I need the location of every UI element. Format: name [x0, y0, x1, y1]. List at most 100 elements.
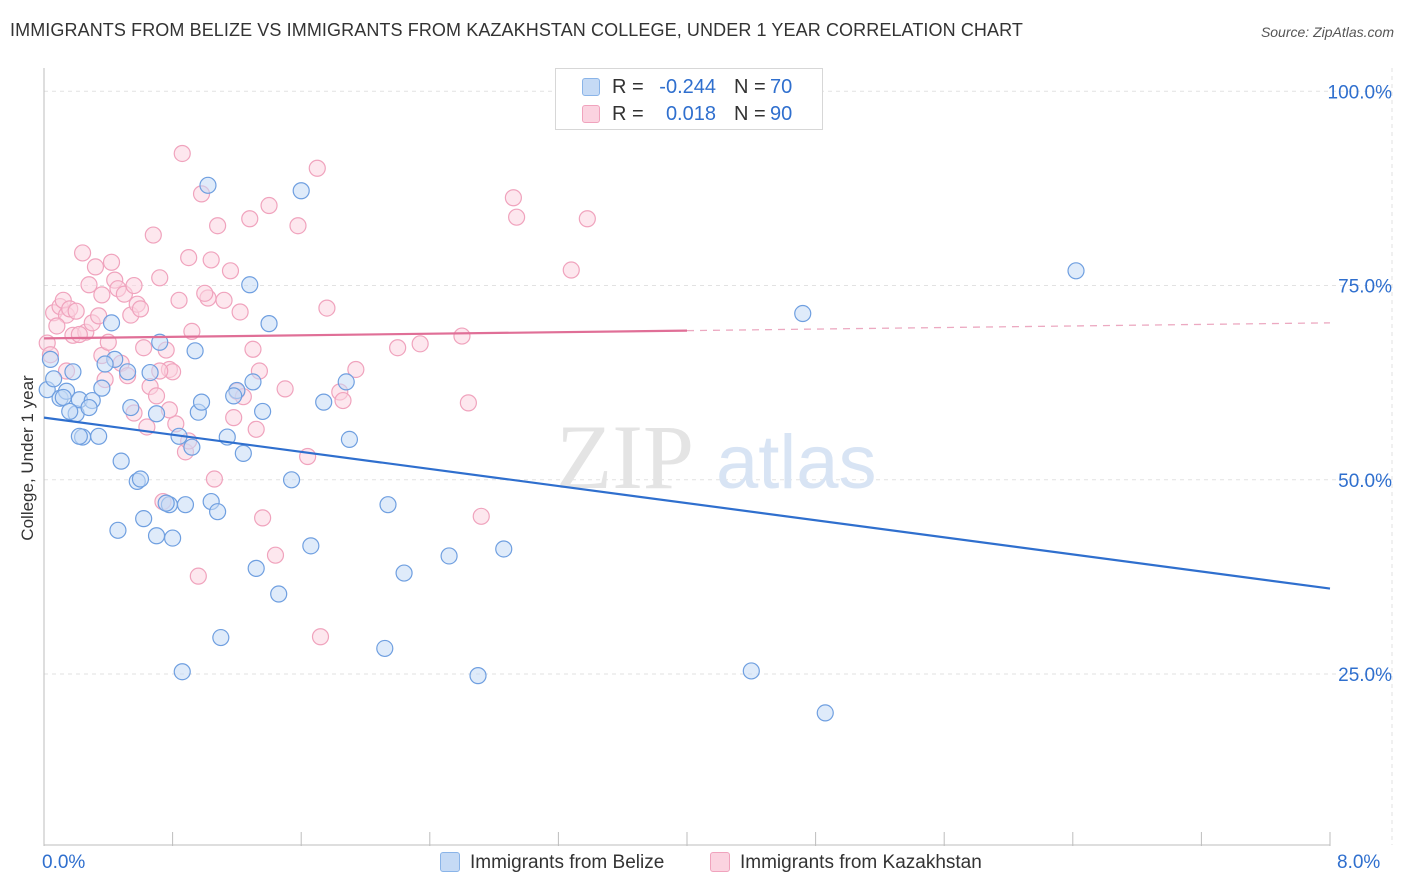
point-kazakhstan: [173, 144, 191, 163]
legend-row-kazakhstan: R = 0.018 N = 90: [556, 102, 822, 126]
point-kazakhstan: [508, 208, 526, 226]
point-belize: [176, 496, 195, 514]
trend-line-kazakhstan-extension: [686, 322, 1331, 332]
point-belize: [54, 388, 72, 407]
y-tick-label: 25.0%: [1338, 665, 1392, 686]
point-belize: [742, 662, 760, 680]
point-belize: [340, 430, 359, 449]
stats-legend: R = -0.244 N = 70 R = 0.018 N = 90: [555, 68, 823, 130]
point-belize: [183, 438, 201, 456]
watermark-zip: ZIP: [556, 406, 694, 508]
point-belize: [212, 628, 230, 647]
point-kazakhstan: [67, 302, 85, 320]
y-tick-label: 75.0%: [1338, 277, 1392, 298]
point-belize: [109, 521, 127, 539]
point-belize: [122, 398, 140, 417]
point-kazakhstan: [318, 299, 336, 317]
series-legend-kazakhstan: Immigrants from Kazakhstan: [710, 852, 982, 874]
point-kazakhstan: [215, 291, 233, 309]
series-label-belize: Immigrants from Belize: [470, 852, 665, 873]
point-belize: [173, 663, 191, 681]
point-kazakhstan: [202, 251, 220, 269]
watermark-atlas: atlas: [716, 420, 877, 505]
point-kazakhstan: [276, 380, 294, 398]
point-kazakhstan: [472, 507, 490, 525]
point-kazakhstan: [244, 340, 262, 358]
point-belize: [64, 363, 82, 381]
point-kazakhstan: [247, 420, 265, 438]
point-belize: [376, 639, 394, 658]
legend-row-belize: R = -0.244 N = 70: [556, 75, 822, 99]
point-belize: [270, 585, 288, 603]
point-kazakhstan: [205, 470, 223, 488]
point-kazakhstan: [189, 567, 207, 585]
point-kazakhstan: [102, 253, 121, 271]
point-kazakhstan: [209, 217, 227, 235]
legend-swatch-kazakhstan: [582, 105, 600, 123]
point-belize: [315, 393, 333, 411]
point-kazakhstan: [289, 217, 307, 235]
point-kazakhstan: [260, 196, 278, 215]
point-kazakhstan: [131, 300, 150, 318]
point-kazakhstan: [147, 387, 166, 405]
point-belize: [225, 387, 243, 405]
series-swatch-kazakhstan: [710, 852, 730, 872]
point-kazakhstan: [135, 339, 153, 357]
point-kazakhstan: [308, 159, 326, 177]
point-kazakhstan: [183, 322, 201, 341]
point-belize: [260, 315, 278, 333]
point-kazakhstan: [125, 276, 143, 295]
point-belize: [147, 405, 166, 423]
point-kazakhstan: [180, 248, 198, 267]
point-kazakhstan: [266, 546, 285, 564]
series-legend-belize: Immigrants from Belize: [440, 852, 664, 874]
trend-line-belize: [43, 416, 1331, 590]
point-kazakhstan: [196, 284, 214, 302]
point-belize: [192, 393, 211, 411]
point-belize: [337, 373, 355, 391]
point-belize: [141, 363, 159, 382]
point-kazakhstan: [504, 189, 522, 207]
point-belize: [254, 402, 272, 421]
grid-lines: [44, 68, 1393, 845]
point-kazakhstan: [562, 261, 580, 279]
point-kazakhstan: [453, 327, 471, 345]
trend-line-kazakhstan: [43, 329, 688, 340]
point-belize: [816, 704, 834, 722]
point-kazakhstan: [311, 628, 330, 646]
source-credit: Source: ZipAtlas.com: [1260, 24, 1394, 40]
point-belize: [151, 333, 169, 351]
point-belize: [247, 559, 265, 577]
point-belize: [495, 540, 513, 558]
point-kazakhstan: [93, 286, 111, 304]
point-belize: [794, 304, 812, 323]
point-belize: [164, 529, 182, 547]
point-kazakhstan: [254, 509, 272, 527]
point-kazakhstan: [170, 291, 188, 309]
legend-r-label: R =: [612, 76, 644, 98]
point-belize: [70, 427, 88, 445]
point-belize: [282, 471, 301, 489]
point-belize: [112, 452, 130, 470]
point-belize: [395, 564, 413, 582]
point-kazakhstan: [86, 258, 105, 276]
point-belize: [292, 182, 310, 200]
point-kazakhstan: [389, 339, 407, 357]
point-belize: [131, 470, 150, 488]
y-tick-labels: 25.0% 50.0% 75.0% 100.0%: [1328, 82, 1393, 686]
series-swatch-belize: [440, 852, 460, 872]
point-belize: [241, 276, 259, 294]
point-belize: [302, 537, 320, 555]
point-belize: [96, 355, 114, 373]
point-kazakhstan: [241, 210, 259, 228]
point-belize: [209, 503, 227, 521]
point-belize: [469, 667, 487, 685]
point-kazakhstan: [221, 262, 240, 280]
legend-n-label: N =: [734, 103, 766, 125]
point-belize: [80, 398, 98, 417]
point-belize: [244, 373, 262, 391]
point-belize: [93, 379, 111, 397]
point-kazakhstan: [347, 360, 365, 379]
point-belize: [1067, 262, 1085, 280]
